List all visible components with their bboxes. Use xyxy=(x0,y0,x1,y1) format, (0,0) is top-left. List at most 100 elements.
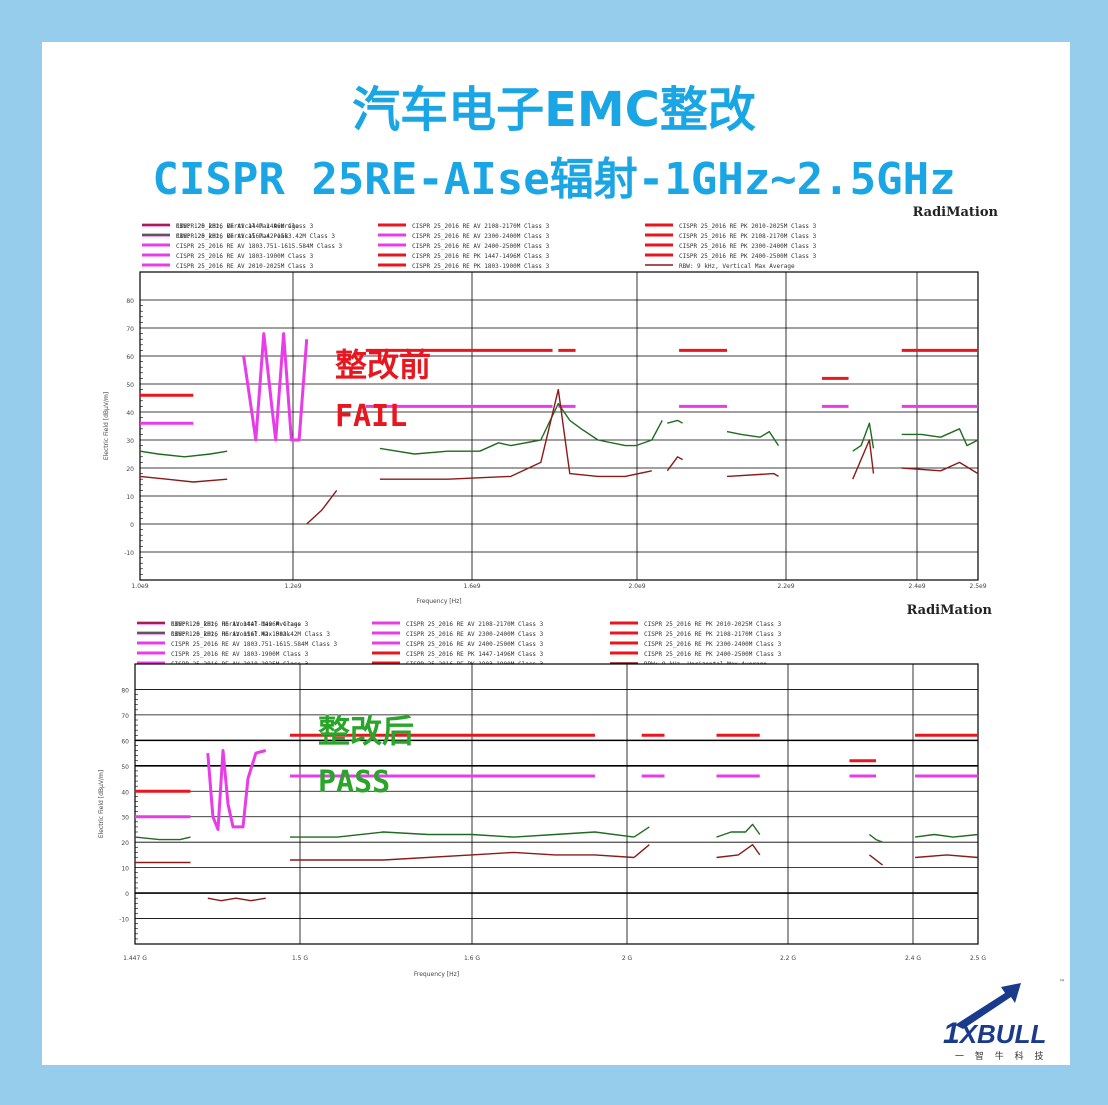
legend-label: CISPR 25_2016 RE AV 2108-2170M Class 3 xyxy=(406,621,544,628)
series-line xyxy=(901,428,979,447)
status-annotation-label: 整改前 xyxy=(335,346,431,384)
legend-label: CISPR 25_2016 RE AV 1567.42-1583.42M Cla… xyxy=(171,631,330,638)
x-tick-label: 1.2e9 xyxy=(284,583,301,590)
series-line xyxy=(852,422,875,452)
legend-item: CISPR 25_2016 RE PK 2010-2025M Class 3 xyxy=(610,621,782,628)
legend-item: CISPR 25_2016 RE PK 2300-2400M Class 3 xyxy=(610,641,782,648)
legend-item: CISPR 25_2016 RE AV 2010-2025M Class 3 xyxy=(142,263,314,270)
legend-item: CISPR 25_2016 RE PK 1447-1496M Class 3 xyxy=(378,253,550,260)
x-tick-label: 2.2 G xyxy=(780,955,796,962)
legend-label: CISPR 25_2016 RE PK 2010-2025M Class 3 xyxy=(644,621,782,628)
legend-item: RBW: 120 kHz, Horizontal Max Peak xyxy=(137,631,291,638)
chart-1: RadiMation CISPR 25_2016 RE AV 1447-1496M… xyxy=(103,205,999,605)
trademark-mark: ™ xyxy=(1059,979,1065,986)
legend-item: CISPR 25_2016 RE AV 2400-2500M Class 3 xyxy=(372,641,544,648)
series-line xyxy=(915,833,979,838)
legend-item: CISPR 25_2016 RE PK 2010-2025M Class 3 xyxy=(645,223,817,230)
x-tick-label: 2.5e9 xyxy=(969,583,986,590)
plot-area xyxy=(139,271,979,581)
legend-label: CISPR 25_2016 RE AV 2400-2500M Class 3 xyxy=(412,243,550,250)
series-line xyxy=(379,402,663,455)
legend-item: CISPR 25_2016 RE PK 2400-2500M Class 3 xyxy=(610,651,782,658)
legend-item: CISPR 25_2016 RE AV 2400-2500M Class 3 xyxy=(378,243,550,250)
x-axis-label: Frequency [Hz] xyxy=(414,971,459,978)
legend-label: CISPR 25_2016 RE AV 1567.42-1583.42M Cla… xyxy=(176,233,335,240)
legend-item: CISPR 25_2016 RE PK 1803-1900M Class 3 xyxy=(378,263,550,270)
series-line xyxy=(633,844,650,859)
legend-item: CISPR 25_2016 RE PK 2400-2500M Class 3 xyxy=(645,253,817,260)
series-line xyxy=(868,854,884,866)
x-tick-label: 1.6 G xyxy=(464,955,480,962)
y-tick-label: -10 xyxy=(124,550,134,557)
status-annotation-result: FAIL xyxy=(335,399,407,434)
y-tick-label: 10 xyxy=(121,866,129,873)
legend-label: RBW: 120 kHz, Vertical Max Average xyxy=(176,223,299,230)
y-tick-label: 30 xyxy=(121,815,129,822)
legend-item: CISPR 25_2016 RE PK 2108-2170M Class 3 xyxy=(645,233,817,240)
legend-label: CISPR 25_2016 RE PK 2400-2500M Class 3 xyxy=(679,253,817,260)
y-tick-label: 10 xyxy=(126,494,134,501)
chart-header: RadiMation xyxy=(907,603,993,618)
brand-logo: ™ 1XBULL 一 智 牛 科 技 xyxy=(935,975,1065,1065)
legend-label: RBW: 120 kHz, Horizontal Max Peak xyxy=(171,631,291,638)
y-axis-label: Electric Field [dBµV/m] xyxy=(98,770,105,838)
series-line xyxy=(379,388,652,480)
legend-item: CISPR 25_2016 RE PK 2300-2400M Class 3 xyxy=(645,243,817,250)
y-axis-label: Electric Field [dBµV/m] xyxy=(103,392,110,460)
series-line xyxy=(726,430,780,446)
x-tick-label: 1.0e9 xyxy=(131,583,148,590)
legend-label: CISPR 25_2016 RE PK 2400-2500M Class 3 xyxy=(644,651,782,658)
y-tick-label: 50 xyxy=(121,764,129,771)
series-line xyxy=(852,439,875,480)
x-tick-label: 2 G xyxy=(622,955,633,962)
legend-label: RBW: 120 kHz, Vertical Max Peak xyxy=(176,233,288,240)
status-annotation-label: 整改后 xyxy=(318,712,414,750)
legend-item: RBW: 120 kHz, Vertical Max Peak xyxy=(142,233,288,240)
status-annotation-result: PASS xyxy=(318,765,390,800)
y-tick-label: 20 xyxy=(126,466,134,473)
y-tick-label: 0 xyxy=(130,522,134,529)
legend-item: CISPR 25_2016 RE AV 2300-2400M Class 3 xyxy=(378,233,550,240)
series-line xyxy=(306,489,338,525)
legend-item: CISPR 25_2016 RE AV 1803.751-1615.584M C… xyxy=(142,243,343,250)
series-line xyxy=(139,475,228,483)
x-tick-label: 1.447 G xyxy=(123,955,147,962)
y-tick-label: 70 xyxy=(126,326,134,333)
legend-item: CISPR 25_2016 RE AV 2108-2170M Class 3 xyxy=(372,621,544,628)
y-tick-label: 70 xyxy=(121,713,129,720)
series-line xyxy=(207,897,266,902)
logo-tagline: 一 智 牛 科 技 xyxy=(955,1052,1048,1062)
legend-label: CISPR 25_2016 RE PK 2300-2400M Class 3 xyxy=(679,243,817,250)
x-axis-label: Frequency [Hz] xyxy=(416,598,461,605)
series-line xyxy=(726,472,779,478)
legend-item: CISPR 25_2016 RE AV 1803-1900M Class 3 xyxy=(142,253,314,260)
logo-arrow-icon xyxy=(955,983,1021,1029)
y-tick-label: 50 xyxy=(126,382,134,389)
legend-label: CISPR 25_2016 RE AV 2010-2025M Class 3 xyxy=(176,263,314,270)
legend-label: CISPR 25_2016 RE PK 2108-2170M Class 3 xyxy=(644,631,782,638)
chart-2: RadiMation CISPR 25_2016 RE AV 1447-1496M… xyxy=(98,603,993,978)
legend-item: CISPR 25_2016 RE PK 1447-1496M Class 3 xyxy=(372,651,544,658)
y-tick-label: 60 xyxy=(126,354,134,361)
series-line xyxy=(915,854,979,859)
legend-label: CISPR 25_2016 RE AV 1803-1900M Class 3 xyxy=(176,253,314,260)
series-line xyxy=(242,332,309,442)
y-tick-label: 0 xyxy=(125,891,129,898)
legend-label: CISPR 25_2016 RE AV 1803-1900M Class 3 xyxy=(171,651,309,658)
legend-label: CISPR 25_2016 RE AV 2300-2400M Class 3 xyxy=(406,631,544,638)
legend-label: CISPR 25_2016 RE AV 2108-2170M Class 3 xyxy=(412,223,550,230)
y-tick-label: 40 xyxy=(126,410,134,417)
series-line xyxy=(290,831,635,838)
legend-item: CISPR 25_2016 RE AV 1803-1900M Class 3 xyxy=(137,651,309,658)
series-line xyxy=(633,826,650,838)
y-tick-label: 20 xyxy=(121,840,129,847)
legend-label: CISPR 25_2016 RE AV 2400-2500M Class 3 xyxy=(406,641,544,648)
y-tick-label: 30 xyxy=(126,438,134,445)
x-tick-label: 2.0e9 xyxy=(628,583,645,590)
series-line xyxy=(716,844,761,859)
legend-label: CISPR 25_2016 RE AV 2300-2400M Class 3 xyxy=(412,233,550,240)
legend-label: CISPR 25_2016 RE PK 1447-1496M Class 3 xyxy=(412,253,550,260)
legend-item: RBW: 9 kHz, Vertical Max Average xyxy=(645,263,795,270)
series-line xyxy=(139,450,228,458)
